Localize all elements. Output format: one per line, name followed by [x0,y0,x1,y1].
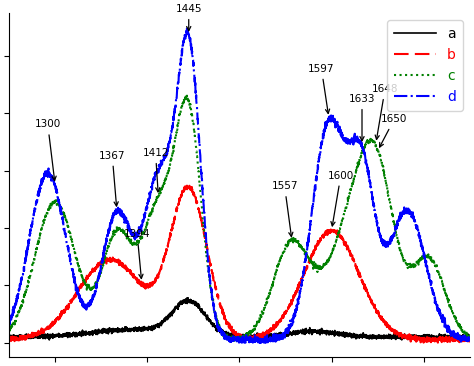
a [185,296,191,300]
b [203,239,209,243]
Line: a: a [9,298,470,340]
d [184,26,190,31]
b [409,336,414,340]
Text: 1557: 1557 [271,181,298,236]
c [228,339,234,343]
Legend: a, b, c, d: a, b, c, d [387,20,463,111]
d [458,338,464,342]
c [59,206,64,210]
d [467,338,473,343]
Text: 1300: 1300 [35,119,61,180]
a [59,333,64,337]
a [459,338,465,343]
Text: 1650: 1650 [380,114,408,147]
d [183,33,189,38]
d [86,303,92,307]
c [458,325,464,329]
Line: c: c [9,96,470,341]
c [183,96,189,100]
Text: 1412: 1412 [142,148,169,192]
a [458,335,464,340]
c [6,328,12,332]
Line: d: d [9,29,470,343]
b [183,184,189,189]
d [409,212,414,216]
c [467,332,473,336]
b [421,340,427,345]
a [409,334,414,339]
Line: b: b [9,186,470,343]
Text: 1600: 1600 [328,171,354,226]
b [86,271,92,276]
b [458,337,464,341]
a [6,334,12,339]
b [184,183,190,188]
Text: 1633: 1633 [349,94,375,141]
c [203,247,209,251]
a [203,314,209,318]
b [467,339,473,343]
Text: 1597: 1597 [308,64,335,113]
d [6,319,12,324]
c [184,93,190,98]
Text: 1648: 1648 [372,84,398,139]
a [183,300,189,304]
a [467,335,473,339]
d [59,214,64,219]
b [6,337,12,341]
c [86,286,92,291]
c [409,264,414,269]
d [236,340,242,345]
Text: 1367: 1367 [99,151,126,206]
Text: 1394: 1394 [124,229,150,279]
Text: 1445: 1445 [175,4,202,31]
a [86,333,92,337]
b [59,309,64,313]
d [203,231,209,236]
